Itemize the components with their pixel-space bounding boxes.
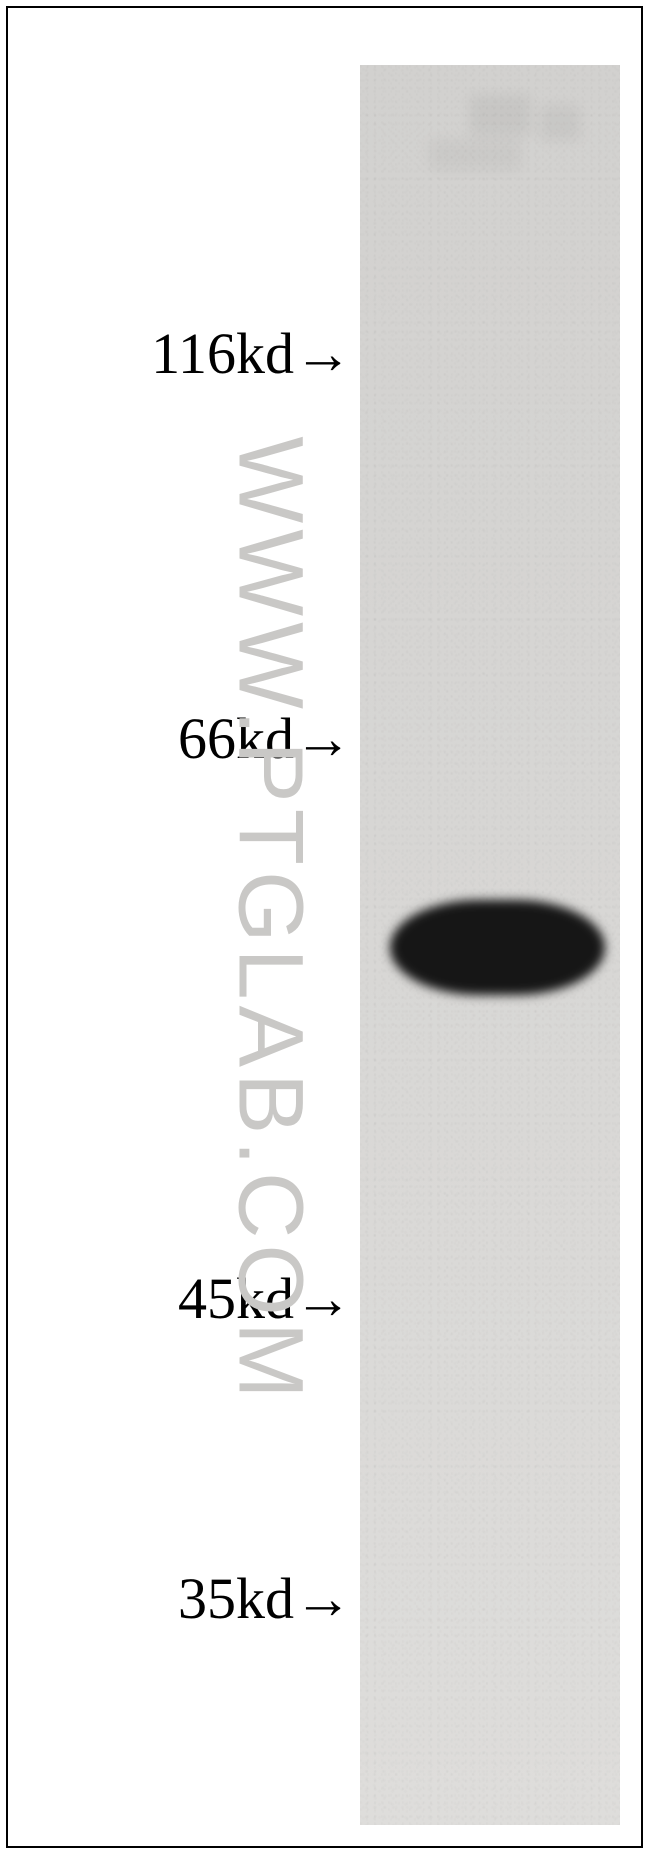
mw-marker-116kd: 116kd→ bbox=[151, 320, 352, 387]
mw-marker-45kd: 45kd→ bbox=[178, 1265, 352, 1332]
mw-marker-35kd: 35kd→ bbox=[178, 1565, 352, 1632]
lane-artifact bbox=[540, 105, 580, 140]
lane-artifact bbox=[470, 95, 530, 135]
blot-band bbox=[390, 900, 605, 995]
lane-artifact bbox=[430, 140, 520, 170]
mw-marker-66kd: 66kd→ bbox=[178, 705, 352, 772]
